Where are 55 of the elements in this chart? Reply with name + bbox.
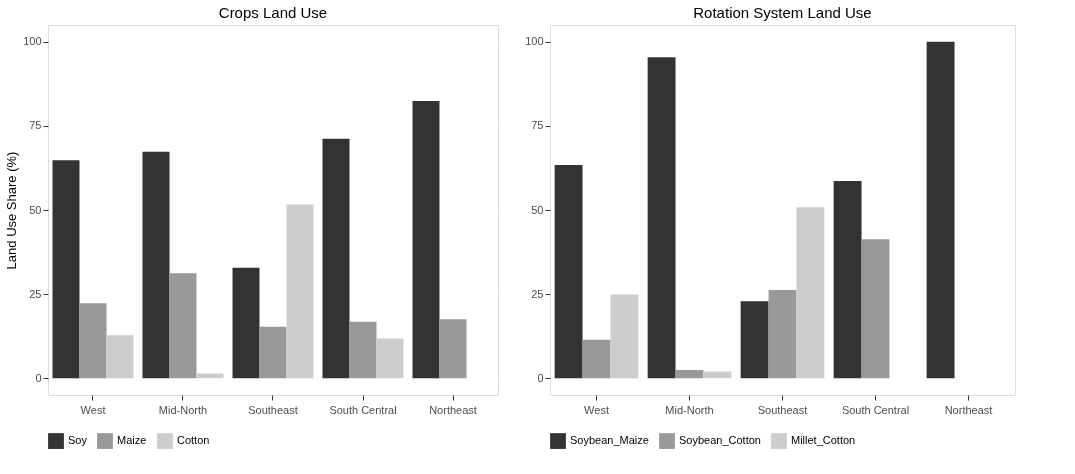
y-tick-label: 0: [35, 371, 42, 384]
legend-label: Soy: [68, 434, 88, 447]
bar: [647, 57, 676, 379]
bar: [232, 267, 260, 379]
bar: [286, 204, 314, 379]
y-tick-label: 25: [29, 287, 42, 300]
legend-label: Maize: [117, 434, 147, 447]
legend-label: Cotton: [177, 434, 210, 447]
y-tick-label: 25: [531, 287, 544, 300]
x-tick-label: Northeast: [944, 403, 993, 416]
bar: [376, 338, 404, 379]
bar: [768, 290, 797, 379]
bar: [322, 138, 350, 379]
chart-title: Crops Land Use: [218, 4, 328, 21]
bar: [439, 319, 467, 379]
bar: [52, 160, 80, 379]
bar: [79, 303, 107, 379]
x-tick-label: West: [584, 403, 609, 416]
x-tick-label: Northeast: [429, 403, 477, 416]
bar: [169, 273, 197, 379]
bar: [703, 371, 732, 379]
y-tick-label: 50: [29, 203, 42, 216]
x-tick-label: South Central: [329, 403, 397, 416]
legend-label: Soybean_Maize: [570, 434, 649, 447]
bar: [142, 151, 170, 379]
y-tick-label: 0: [537, 371, 544, 384]
bar: [196, 373, 224, 379]
bar: [610, 294, 639, 379]
legend-label: Soybean_Cotton: [679, 434, 761, 447]
bar: [582, 339, 611, 379]
x-tick-label: West: [80, 403, 106, 416]
bar: [926, 41, 955, 379]
bar: [259, 326, 287, 379]
y-tick-label: 100: [23, 35, 42, 48]
x-tick-label: Mid-North: [158, 403, 208, 416]
bar: [675, 370, 704, 379]
y-axis-title: Land Use Share (%): [4, 151, 20, 270]
chart-title: Rotation System Land Use: [693, 4, 872, 21]
bar: [740, 301, 769, 379]
y-tick-label: 50: [531, 203, 544, 216]
y-tick-label: 100: [525, 35, 544, 48]
legend-label: Millet_Cotton: [791, 434, 856, 447]
bar: [861, 239, 890, 379]
bar: [106, 335, 134, 379]
x-tick-label: Southeast: [757, 403, 808, 416]
y-tick-label: 75: [29, 119, 42, 132]
bar: [412, 101, 440, 379]
bar: [554, 164, 583, 379]
x-tick-label: Mid-North: [665, 403, 714, 416]
x-tick-label: Southeast: [248, 403, 298, 416]
bar: [833, 181, 862, 379]
x-tick-label: South Central: [841, 403, 910, 416]
y-tick-label: 75: [531, 119, 544, 132]
bar: [349, 321, 377, 379]
bar: [796, 207, 825, 379]
